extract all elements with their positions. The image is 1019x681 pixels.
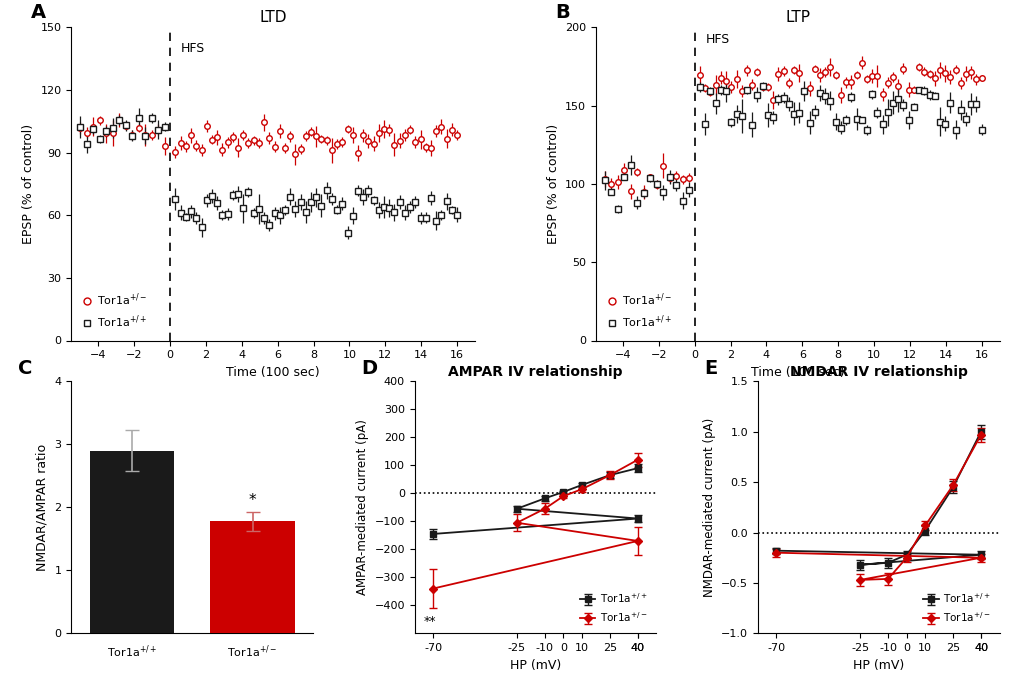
Text: A: A [31, 3, 46, 22]
X-axis label: HP (mV): HP (mV) [852, 659, 904, 671]
X-axis label: Time (100 sec): Time (100 sec) [750, 366, 844, 379]
X-axis label: Time (100 sec): Time (100 sec) [226, 366, 320, 379]
Legend: Tor1a$^{+/-}$, Tor1a$^{+/+}$: Tor1a$^{+/-}$, Tor1a$^{+/+}$ [601, 287, 676, 335]
Text: *: * [249, 494, 256, 509]
Y-axis label: EPSP (% of control): EPSP (% of control) [22, 124, 35, 244]
X-axis label: HP (mV): HP (mV) [510, 659, 560, 671]
Y-axis label: EPSP (% of control): EPSP (% of control) [546, 124, 559, 244]
Y-axis label: NMDAR/AMPAR ratio: NMDAR/AMPAR ratio [36, 444, 49, 571]
Text: E: E [704, 359, 717, 378]
Bar [90, 451, 174, 633]
Title: LTD: LTD [259, 10, 286, 25]
Text: B: B [555, 3, 570, 22]
Text: **: ** [423, 615, 435, 628]
Text: HFS: HFS [180, 42, 205, 55]
Legend: Tor1a$^{+/-}$, Tor1a$^{+/+}$: Tor1a$^{+/-}$, Tor1a$^{+/+}$ [76, 287, 152, 335]
Y-axis label: AMPAR-mediated current (pA): AMPAR-mediated current (pA) [356, 419, 369, 595]
Legend: Tor1a$^{+/+}$, Tor1a$^{+/-}$: Tor1a$^{+/+}$, Tor1a$^{+/-}$ [575, 587, 650, 628]
Y-axis label: NMDAR-mediated current (pA): NMDAR-mediated current (pA) [702, 417, 715, 597]
Bar [210, 521, 294, 633]
Title: AMPAR IV relationship: AMPAR IV relationship [447, 365, 623, 379]
Title: LTP: LTP [785, 10, 809, 25]
Legend: Tor1a$^{+/+}$, Tor1a$^{+/-}$: Tor1a$^{+/+}$, Tor1a$^{+/-}$ [918, 587, 994, 628]
Title: NMDAR IV relationship: NMDAR IV relationship [789, 365, 967, 379]
Text: HFS: HFS [705, 33, 729, 46]
Text: D: D [361, 359, 377, 378]
Text: C: C [18, 359, 33, 378]
